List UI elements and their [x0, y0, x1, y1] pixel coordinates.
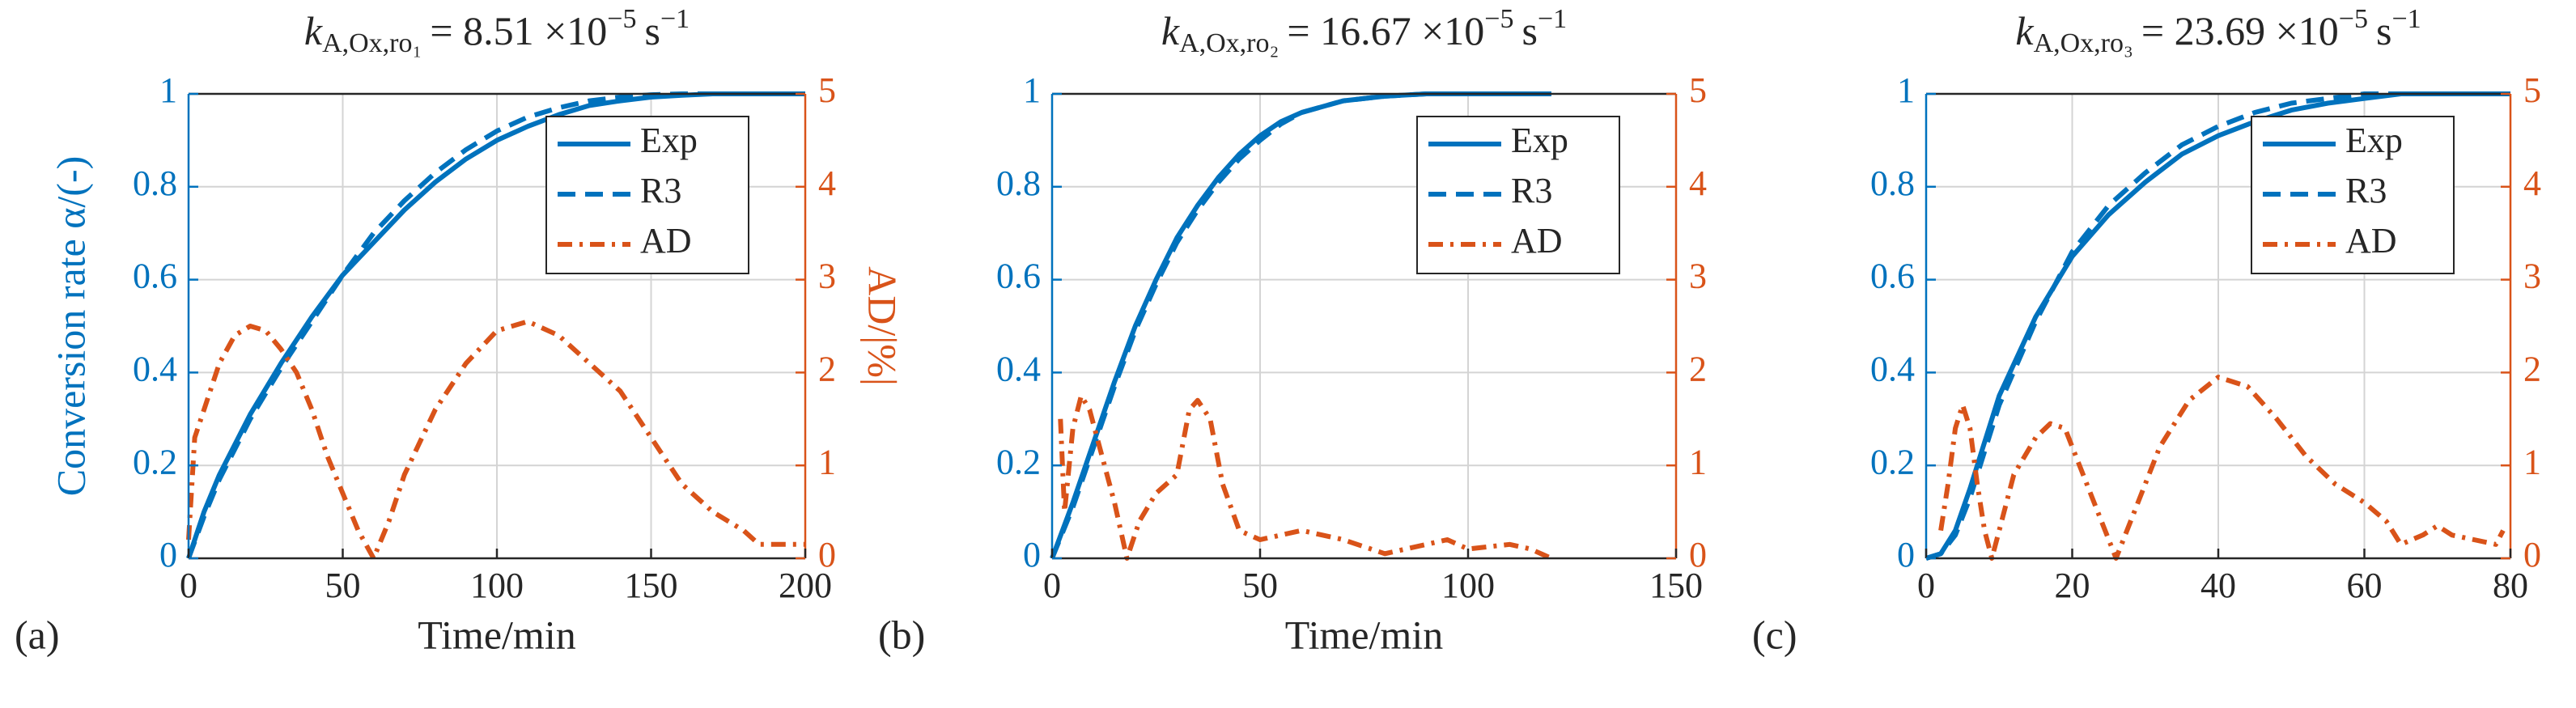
y2-axis-label: AD/|%| — [860, 266, 906, 386]
legend-label: R3 — [2345, 171, 2387, 210]
title-symbol: k — [2015, 8, 2034, 53]
y-tick-label: 0.6 — [1870, 256, 1915, 296]
y-tick-label: 0.8 — [133, 163, 177, 203]
title-coefficient: = 16.67 ×10 — [1287, 8, 1484, 53]
title-subscript: A,Ox,ro₂ — [1179, 28, 1279, 58]
y2-tick-label: 4 — [1689, 163, 1707, 203]
title-exponent: −5 — [607, 4, 636, 34]
title-unit-exponent: −1 — [2391, 4, 2421, 34]
title-unit: s — [2376, 8, 2391, 53]
title-symbol: k — [1161, 8, 1180, 53]
y2-tick-label: 1 — [818, 442, 836, 481]
y-tick-label: 0.4 — [996, 349, 1041, 388]
y2-tick-label: 0 — [818, 535, 836, 574]
title-exponent: −5 — [1484, 4, 1513, 34]
y-axis-label: Conversion rate α/(-) — [48, 156, 93, 497]
title-coefficient: = 8.51 ×10 — [430, 8, 607, 53]
x-tick-label: 50 — [1242, 566, 1278, 605]
x-tick-label: 200 — [779, 566, 832, 605]
legend-label: Exp — [2345, 121, 2403, 160]
x-tick-label: 0 — [1043, 566, 1061, 605]
legend-label: R3 — [640, 171, 681, 210]
x-tick-label: 20 — [2055, 566, 2090, 605]
y2-tick-label: 0 — [1689, 535, 1707, 574]
y2-tick-label: 0 — [2523, 535, 2541, 574]
x-axis-label: Time/min — [418, 612, 575, 657]
y2-tick-label: 5 — [1689, 70, 1707, 110]
title-coefficient: = 23.69 ×10 — [2141, 8, 2339, 53]
title-symbol: k — [304, 8, 323, 53]
x-tick-label: 50 — [325, 566, 361, 605]
x-tick-label: 150 — [1649, 566, 1703, 605]
x-tick-label: 0 — [180, 566, 197, 605]
y-tick-label: 0.2 — [1870, 442, 1915, 481]
y-tick-label: 0.4 — [1870, 349, 1915, 388]
data-line — [186, 91, 805, 560]
y-tick-label: 0.2 — [996, 442, 1041, 481]
x-tick-label: 100 — [1441, 566, 1495, 605]
panel-label: (a) — [15, 612, 60, 657]
y-tick-label: 0.6 — [996, 256, 1041, 296]
y2-tick-label: 3 — [1689, 256, 1707, 296]
x-tick-label: 80 — [2493, 566, 2528, 605]
legend-label: R3 — [1511, 171, 1552, 210]
y-tick-label: 0.2 — [133, 442, 177, 481]
legend-label: Exp — [1511, 121, 1568, 160]
title-unit-exponent: −1 — [1538, 4, 1567, 34]
x-tick-label: 40 — [2200, 566, 2236, 605]
y-tick-label: 0.4 — [133, 349, 177, 388]
y-tick-label: 0 — [1897, 535, 1915, 574]
y-tick-label: 1 — [1897, 70, 1915, 110]
chart-title: kA,Ox,ro₂ = 16.67 ×10−5 s−1 — [1161, 4, 1567, 58]
y2-tick-label: 2 — [818, 349, 836, 388]
chart-title: kA,Ox,ro₁ = 8.51 ×10−5 s−1 — [304, 4, 690, 58]
x-tick-label: 0 — [1917, 566, 1935, 605]
y-tick-label: 0 — [1023, 535, 1041, 574]
x-tick-label: 150 — [625, 566, 678, 605]
y-tick-label: 1 — [159, 70, 177, 110]
legend-label: AD — [640, 221, 692, 261]
title-subscript: A,Ox,ro₁ — [322, 28, 422, 58]
title-subscript: A,Ox,ro₃ — [2034, 28, 2133, 58]
data-line — [186, 319, 805, 561]
x-axis-label: Time/min — [1285, 612, 1443, 657]
y-tick-label: 0.6 — [133, 256, 177, 296]
y2-tick-label: 5 — [818, 70, 836, 110]
legend-label: AD — [1511, 221, 1563, 261]
x-tick-label: 60 — [2347, 566, 2383, 605]
data-line — [1058, 393, 1553, 561]
y2-tick-label: 3 — [2523, 256, 2541, 296]
y2-tick-label: 1 — [1689, 442, 1707, 481]
chart-title: kA,Ox,ro₃ = 23.69 ×10−5 s−1 — [2015, 4, 2421, 58]
y2-tick-label: 1 — [2523, 442, 2541, 481]
y2-tick-label: 4 — [818, 163, 836, 203]
title-unit: s — [644, 8, 660, 53]
y-tick-label: 0.8 — [996, 163, 1041, 203]
y2-tick-label: 3 — [818, 256, 836, 296]
y-tick-label: 0 — [159, 535, 177, 574]
title-unit-exponent: −1 — [660, 4, 690, 34]
y-tick-label: 1 — [1023, 70, 1041, 110]
y2-tick-label: 5 — [2523, 70, 2541, 110]
y2-tick-label: 4 — [2523, 163, 2541, 203]
title-exponent: −5 — [2339, 4, 2368, 34]
panel-label: (c) — [1752, 612, 1797, 657]
x-tick-label: 100 — [470, 566, 524, 605]
y-tick-label: 0.8 — [1870, 163, 1915, 203]
y2-tick-label: 2 — [1689, 349, 1707, 388]
y2-tick-label: 2 — [2523, 349, 2541, 388]
data-line — [1938, 375, 2506, 561]
data-line — [1925, 91, 2510, 561]
legend-label: AD — [2345, 221, 2397, 261]
title-unit: s — [1521, 8, 1537, 53]
legend-label: Exp — [640, 121, 698, 160]
panel-label: (b) — [878, 612, 925, 657]
